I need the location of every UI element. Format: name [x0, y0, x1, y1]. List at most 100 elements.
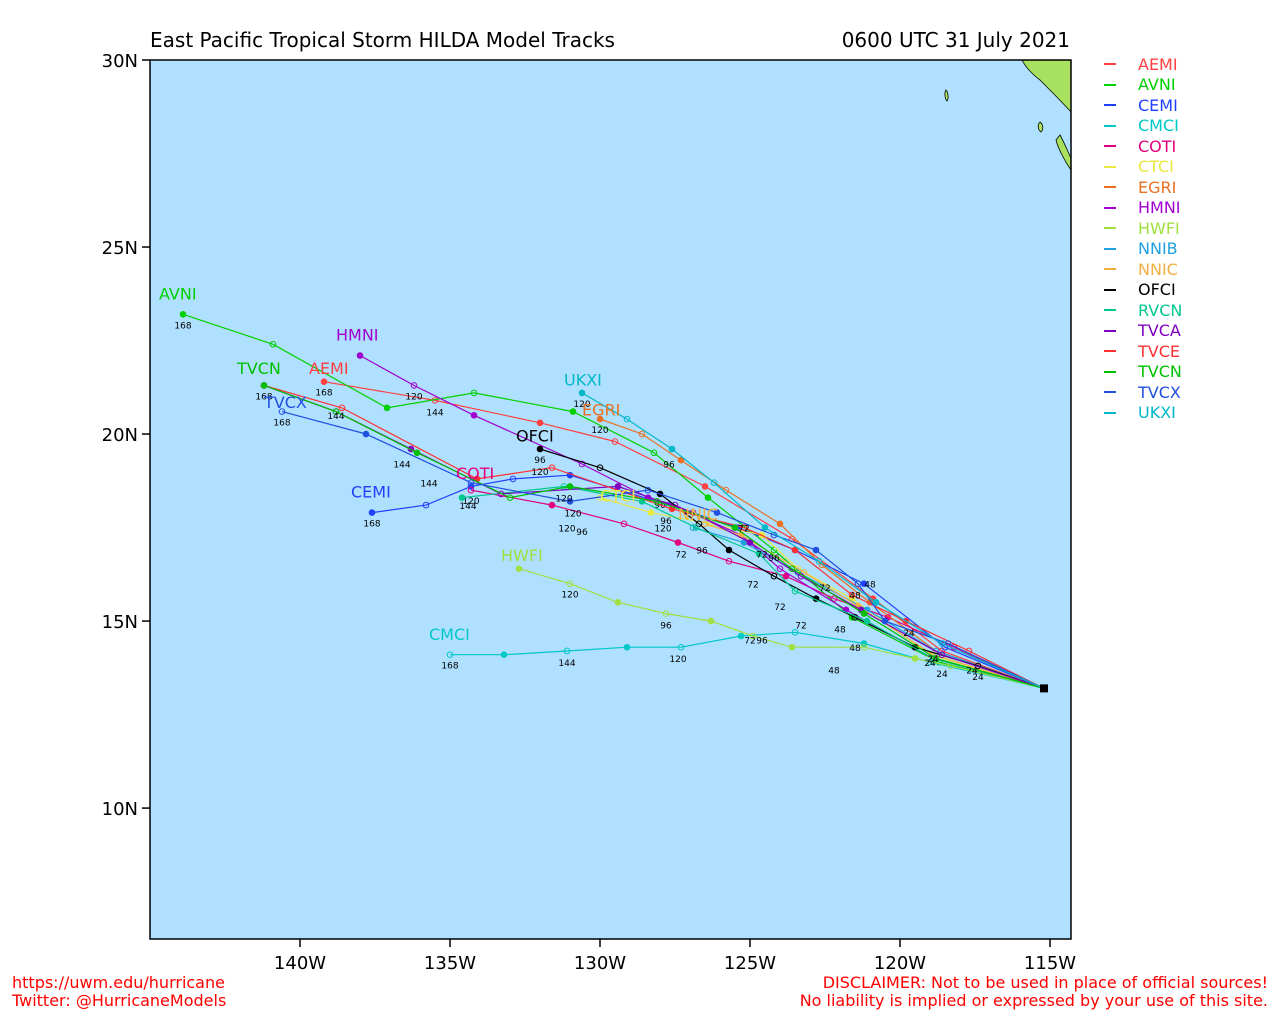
- legend-item-aemi: AEMI: [1104, 54, 1182, 75]
- map-title: East Pacific Tropical Storm HILDA Model …: [150, 28, 615, 52]
- track-point: [536, 445, 544, 453]
- track-point: [446, 651, 454, 659]
- lat-tick-label: 25N: [102, 238, 138, 259]
- track-point: [731, 524, 739, 531]
- track-point: [707, 617, 715, 625]
- lat-tick-label: 10N: [102, 799, 138, 820]
- storm-current-position: [1040, 684, 1048, 693]
- map-label-tvcx: TVCX: [263, 393, 307, 412]
- track-hour-label: 120: [405, 392, 422, 402]
- track-point: [704, 494, 712, 501]
- track-point: [356, 352, 364, 359]
- forecast-hour-label: 72: [819, 584, 830, 594]
- legend-item-tvca: TVCA: [1104, 321, 1182, 342]
- track-point: [470, 389, 478, 397]
- track-point: [578, 460, 586, 468]
- track-hour-label: 24: [972, 673, 984, 683]
- forecast-hour-label: 72: [675, 550, 686, 560]
- legend-item-ofci: OFCI: [1104, 280, 1182, 301]
- track-cmci: 168: [441, 628, 1045, 689]
- forecast-hour-label: 120: [654, 524, 671, 534]
- forecast-hour-labels: 144 1441441441441441201201201201201209696…: [327, 408, 978, 680]
- legend-swatch: [1104, 63, 1116, 66]
- track-point: [620, 520, 628, 528]
- track-point: [740, 524, 748, 531]
- legend-label: CEMI: [1138, 95, 1178, 115]
- footer-disclaimer: DISCLAIMER: Not to be used in place of o…: [800, 974, 1268, 1010]
- track-point: [614, 483, 622, 490]
- legend-label: TVCN: [1138, 362, 1182, 382]
- track-point: [776, 565, 784, 572]
- legend-swatch: [1104, 309, 1116, 312]
- legend-label: AEMI: [1138, 54, 1178, 74]
- forecast-hour-label: 48: [828, 666, 840, 676]
- legend-item-cmci: CMCI: [1104, 116, 1182, 137]
- track-point: [647, 509, 655, 516]
- track-coti: 120: [462, 486, 1045, 689]
- track-ukxi: 120: [573, 389, 1045, 689]
- legend-swatch: [1104, 247, 1116, 250]
- legend-item-avni: AVNI: [1104, 75, 1182, 96]
- track-hour-label: 168: [363, 520, 380, 530]
- forecast-hour-label: 96: [756, 637, 768, 647]
- track-hour-label: 120: [462, 497, 479, 507]
- map-label-hmni: HMNI: [336, 326, 379, 345]
- ocean-area: [150, 60, 1071, 939]
- track-point: [788, 643, 796, 651]
- map-label-tvcn: TVCN: [236, 359, 281, 378]
- legend-item-tvce: TVCE: [1104, 341, 1182, 362]
- track-point: [458, 494, 466, 501]
- track-point: [812, 546, 820, 554]
- track-point: [614, 599, 622, 606]
- track-point: [725, 546, 733, 554]
- track-point: [332, 408, 340, 415]
- track-point: [410, 382, 418, 389]
- legend-label: OFCI: [1138, 280, 1176, 300]
- legend-swatch: [1104, 83, 1116, 86]
- track-point: [566, 498, 574, 505]
- track-point: [320, 378, 328, 385]
- footer-website[interactable]: https://uwm.edu/hurricane: [12, 973, 225, 992]
- map-label-coti: COTI: [456, 464, 494, 483]
- track-point: [746, 539, 754, 546]
- track-rvcn: [458, 483, 1045, 689]
- legend-swatch: [1104, 329, 1116, 332]
- track-point: [701, 483, 709, 490]
- lon-tick-label: 130W: [574, 953, 626, 974]
- legend-label: CMCI: [1138, 116, 1179, 136]
- track-point: [776, 520, 784, 528]
- track-point: [791, 628, 799, 636]
- track-point: [500, 651, 508, 659]
- track-point: [422, 501, 430, 509]
- track-point: [737, 632, 745, 640]
- track-point: [713, 509, 721, 516]
- track-point: [623, 643, 631, 651]
- track-line: [182, 313, 1045, 689]
- forecast-hour-label: 144: [393, 461, 410, 471]
- track-point: [548, 464, 556, 472]
- track-hour-label: 120: [573, 400, 590, 410]
- track-point: [791, 546, 799, 554]
- lon-tick-label: 135W: [424, 953, 476, 974]
- track-line: [263, 384, 1045, 689]
- map-label-avni: AVNI: [159, 284, 197, 303]
- legend-item-coti: COTI: [1104, 136, 1182, 157]
- legend-item-egri: EGRI: [1104, 177, 1182, 198]
- track-point: [677, 456, 685, 464]
- map-label-aemi: AEMI: [309, 359, 349, 378]
- forecast-hour-label: 24: [966, 666, 978, 676]
- forecast-hour-label: 120: [669, 655, 686, 665]
- track-point: [932, 655, 940, 662]
- track-hour-label: 96: [654, 501, 666, 511]
- legend-swatch: [1104, 350, 1116, 353]
- legend-swatch: [1104, 370, 1116, 373]
- disclaimer-line-2: No liability is implied or expressed by …: [799, 991, 1268, 1010]
- legend-swatch: [1104, 124, 1116, 127]
- legend-swatch: [1104, 165, 1116, 168]
- forecast-hour-label: 72: [774, 603, 785, 613]
- disclaimer-line-1: DISCLAIMER: Not to be used in place of o…: [822, 973, 1268, 992]
- map-label-cmci: CMCI: [429, 625, 470, 644]
- track-point: [938, 651, 946, 659]
- forecast-hour-label: 96: [660, 622, 672, 632]
- track-point: [563, 647, 571, 655]
